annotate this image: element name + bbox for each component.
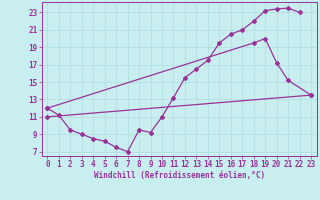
- X-axis label: Windchill (Refroidissement éolien,°C): Windchill (Refroidissement éolien,°C): [94, 171, 265, 180]
